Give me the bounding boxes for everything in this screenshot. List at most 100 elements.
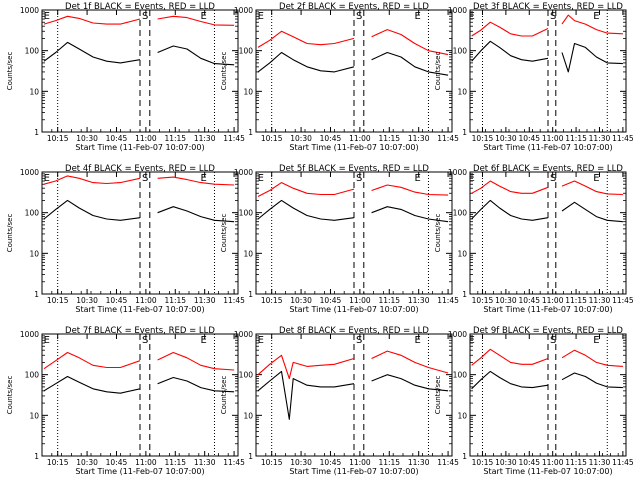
y-tick-label: 100 <box>239 209 254 218</box>
y-tick-label: 1 <box>34 290 39 299</box>
x-tick-label: 11:45 <box>223 296 245 305</box>
marker-label-end: E <box>593 335 599 346</box>
x-tick-label: 11:15 <box>164 458 186 467</box>
x-tick-label: 10:30 <box>76 458 98 467</box>
panel-2: Det 2f BLACK = Events, RED = LLD Counts/s… <box>220 2 459 152</box>
y-tick-label: 100 <box>25 47 40 56</box>
x-axis-label: Start Time (11-Feb-07 10:07:00) <box>289 143 418 152</box>
x-tick-label: 11:45 <box>223 458 245 467</box>
x-axis-label: Start Time (11-Feb-07 10:07:00) <box>483 305 612 314</box>
events-series-line <box>471 40 549 62</box>
x-tick-label: 10:45 <box>106 134 128 143</box>
marker-label-end: E <box>200 173 206 184</box>
marker-label-end: E <box>200 11 206 22</box>
marker-label-start: E <box>258 11 264 22</box>
x-tick-label: 11:00 <box>542 296 564 305</box>
events-series-line <box>157 206 235 223</box>
x-tick-label: 11:15 <box>378 458 400 467</box>
x-tick-label: 11:45 <box>437 458 459 467</box>
y-axis-label: Counts/sec <box>220 376 228 415</box>
x-tick-label: 11:15 <box>565 458 587 467</box>
x-tick-label: 11:00 <box>542 134 564 143</box>
chart-title: Det 6f BLACK = Events, RED = LLD <box>473 164 623 174</box>
y-tick-label: 1000 <box>234 330 253 339</box>
marker-label-start: E <box>468 11 474 22</box>
panel-5: Det 5f BLACK = Events, RED = LLD Counts/s… <box>220 164 459 314</box>
events-series-line <box>371 374 449 392</box>
marker-label-start: E <box>258 173 264 184</box>
x-tick-label: 10:45 <box>518 134 540 143</box>
x-tick-label: 11:15 <box>164 296 186 305</box>
lld-series-line <box>43 15 141 25</box>
y-tick-label: 1 <box>248 290 253 299</box>
panel-8: Det 8f BLACK = Events, RED = LLD Counts/s… <box>220 326 459 476</box>
y-tick-label: 100 <box>239 47 254 56</box>
events-series-line <box>257 199 355 221</box>
lld-series-line <box>257 354 355 380</box>
lld-series-line <box>471 180 549 194</box>
marker-label-start: E <box>44 335 50 346</box>
lld-series-line <box>157 176 235 186</box>
marker-label-start: E <box>44 173 50 184</box>
lld-series-line <box>371 184 449 196</box>
x-tick-label: 10:45 <box>106 296 128 305</box>
x-tick-label: 10:15 <box>47 458 69 467</box>
y-tick-label: 100 <box>453 47 468 56</box>
marker-label-saa: S <box>550 11 556 22</box>
chart-title: Det 1f BLACK = Events, RED = LLD <box>65 2 215 12</box>
marker-label-start: E <box>468 173 474 184</box>
y-axis-label: Counts/sec <box>6 214 14 253</box>
y-axis-label: Counts/sec <box>434 52 442 91</box>
y-axis-label: Counts/sec <box>434 214 442 253</box>
events-series-line <box>43 375 141 394</box>
x-tick-label: 10:30 <box>76 296 98 305</box>
y-tick-label: 1000 <box>20 330 39 339</box>
y-tick-label: 100 <box>25 209 40 218</box>
y-tick-label: 1000 <box>448 168 467 177</box>
lld-series-line <box>257 182 355 197</box>
lld-series-line <box>561 180 623 196</box>
y-tick-label: 1 <box>462 290 467 299</box>
x-axis-label: Start Time (11-Feb-07 10:07:00) <box>483 467 612 476</box>
x-tick-label: 11:30 <box>589 134 611 143</box>
x-tick-label: 10:30 <box>495 458 517 467</box>
marker-label-saa: S <box>550 335 556 346</box>
y-tick-label: 10 <box>243 249 253 258</box>
x-tick-label: 10:30 <box>290 296 312 305</box>
x-tick-label: 11:15 <box>565 134 587 143</box>
y-tick-label: 10 <box>243 411 253 420</box>
x-tick-label: 10:45 <box>106 458 128 467</box>
panel-7: Det 7f BLACK = Events, RED = LLD Counts/s… <box>6 326 245 476</box>
x-tick-label: 11:15 <box>378 296 400 305</box>
x-tick-label: 11:00 <box>135 458 157 467</box>
x-axis-label: Start Time (11-Feb-07 10:07:00) <box>75 143 204 152</box>
x-tick-label: 10:15 <box>47 296 69 305</box>
panel-6: Det 6f BLACK = Events, RED = LLD Counts/s… <box>434 164 634 314</box>
x-tick-label: 11:30 <box>194 458 216 467</box>
x-tick-label: 10:15 <box>47 134 69 143</box>
y-tick-label: 10 <box>457 87 467 96</box>
x-tick-label: 10:30 <box>76 134 98 143</box>
y-tick-label: 1000 <box>448 330 467 339</box>
events-series-line <box>157 376 235 393</box>
marker-label-saa: S <box>142 11 148 22</box>
y-tick-label: 1000 <box>20 6 39 15</box>
x-tick-label: 11:00 <box>349 134 371 143</box>
x-tick-label: 11:15 <box>378 134 400 143</box>
marker-label-end: E <box>414 173 420 184</box>
panel-9: Det 9f BLACK = Events, RED = LLD Counts/s… <box>434 326 634 476</box>
marker-label-saa: S <box>356 335 362 346</box>
x-tick-label: 11:45 <box>437 296 459 305</box>
x-tick-label: 11:00 <box>349 458 371 467</box>
y-tick-label: 1000 <box>448 6 467 15</box>
events-series-line <box>257 370 355 420</box>
x-tick-label: 11:30 <box>408 296 430 305</box>
y-tick-label: 1 <box>248 452 253 461</box>
x-tick-label: 11:00 <box>349 296 371 305</box>
x-axis-label: Start Time (11-Feb-07 10:07:00) <box>75 305 204 314</box>
y-tick-label: 10 <box>457 411 467 420</box>
events-series-line <box>257 51 355 73</box>
x-tick-label: 11:45 <box>437 134 459 143</box>
x-tick-label: 11:45 <box>612 296 634 305</box>
marker-label-end: E <box>414 335 420 346</box>
